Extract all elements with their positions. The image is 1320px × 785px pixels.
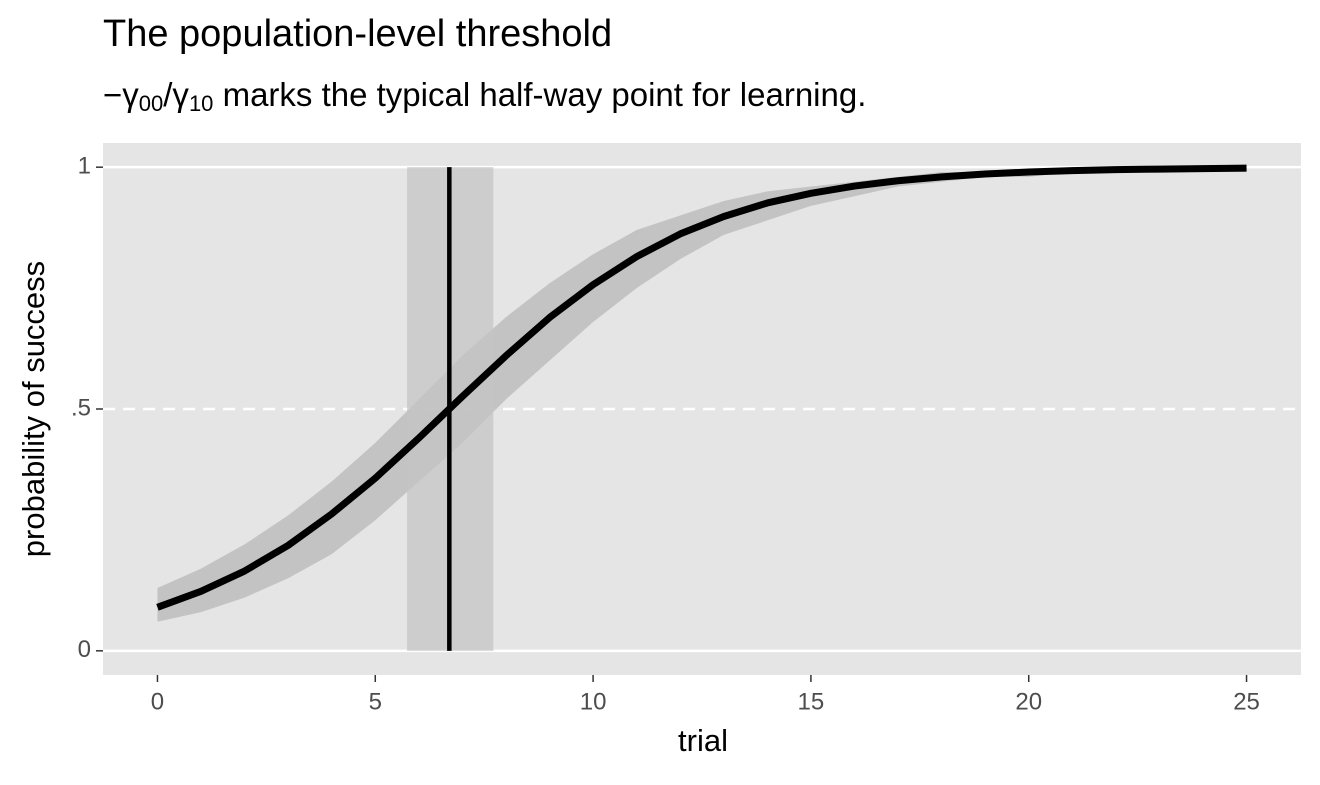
subtitle-subscript: 10: [189, 91, 213, 116]
y-axis-title: probability of success: [16, 261, 51, 557]
x-tick-label: 15: [798, 688, 825, 715]
y-tick-label: .5: [71, 394, 91, 421]
x-axis-title: trial: [678, 723, 728, 758]
subtitle-subscript: 00: [139, 91, 163, 116]
subtitle-part: −γ: [103, 76, 139, 113]
y-tick-label: 0: [78, 636, 91, 663]
curve: [156, 164, 1247, 611]
x-tick-label: 10: [580, 688, 607, 715]
confidence-ribbon: [157, 167, 1247, 622]
chart-subtitle: −γ00/γ10 marks the typical half-way poin…: [103, 76, 866, 116]
x-tick-label: 20: [1015, 688, 1042, 715]
subtitle-part: marks the typical half-way point for lea…: [213, 76, 866, 113]
x-tick-label: 5: [369, 688, 382, 715]
x-tick-label: 0: [151, 688, 164, 715]
x-tick-label: 25: [1233, 688, 1260, 715]
chart-title: The population-level threshold: [103, 13, 612, 55]
y-tick-label: 1: [78, 153, 91, 180]
subtitle-part: /γ: [163, 76, 189, 113]
